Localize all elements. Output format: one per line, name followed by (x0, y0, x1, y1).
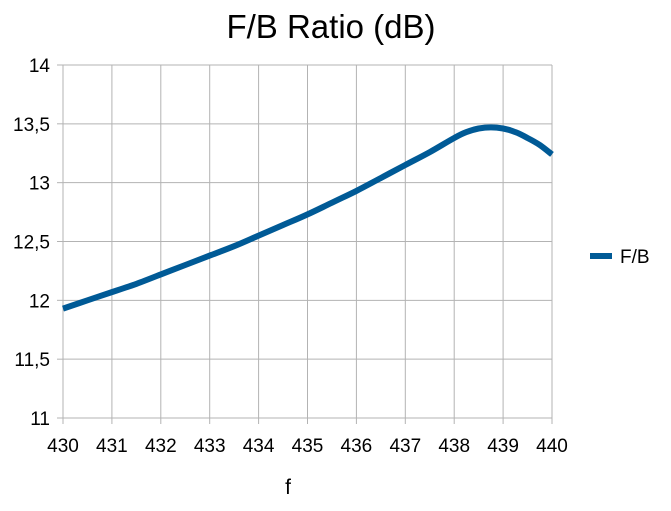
series-layer (62, 124, 554, 312)
x-tick-label: 436 (341, 436, 373, 457)
x-tick-label: 432 (145, 436, 177, 457)
x-tick-label: 437 (389, 436, 421, 457)
x-axis-label: f (285, 476, 291, 499)
legend: F/B (590, 247, 650, 268)
x-tick-label: 435 (292, 436, 324, 457)
y-tick-label: 14 (29, 56, 51, 77)
y-tick-labels: 11 11,5 12 12,5 13 13,5 14 (13, 56, 50, 430)
series-line-fb (62, 124, 554, 312)
x-tick-label: 438 (438, 436, 470, 457)
x-tick-label: 430 (47, 436, 79, 457)
y-tick-label: 11 (30, 409, 50, 430)
y-tick-label: 13,5 (13, 115, 50, 136)
legend-label: F/B (620, 247, 650, 268)
x-tick-label: 440 (536, 436, 568, 457)
axes (57, 64, 553, 424)
y-tick-label: 12 (29, 291, 50, 312)
x-tick-label: 439 (487, 436, 519, 457)
x-tick-labels: 430 431 432 433 434 435 436 437 438 439 440 (47, 436, 568, 457)
y-tick-label: 11,5 (14, 350, 50, 371)
x-tick-label: 434 (243, 436, 275, 457)
y-tick-label: 13 (29, 174, 50, 195)
grid (62, 64, 553, 419)
x-tick-label: 431 (96, 436, 128, 457)
x-tick-label: 433 (194, 436, 226, 457)
chart-title: F/B Ratio (dB) (226, 8, 435, 45)
y-tick-label: 12,5 (13, 233, 50, 254)
